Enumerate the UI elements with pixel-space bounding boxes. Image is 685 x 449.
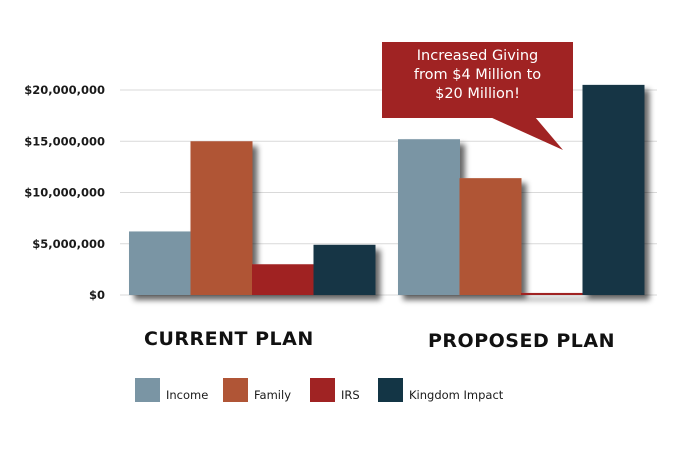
y-axis-ticks: $0 $5,000,000 $10,000,000 $15,000,000 $20,00… <box>24 83 105 302</box>
category-label-proposed: PROPOSED PLAN <box>428 330 615 352</box>
legend-label: Family <box>254 388 292 402</box>
bar-irs <box>252 264 314 295</box>
legend-swatch <box>135 378 160 402</box>
bar-family <box>459 178 522 295</box>
legend-label: Kingdom Impact <box>409 388 504 402</box>
bar-group <box>398 84 645 295</box>
bar-irs <box>521 292 583 295</box>
bar-income <box>129 231 191 295</box>
bar-family <box>190 141 253 295</box>
annotation-line: from $4 Million to <box>413 67 542 83</box>
legend-swatch <box>310 378 335 402</box>
bar-kingdom-impact <box>313 244 376 295</box>
y-tick-label: $0 <box>89 288 105 302</box>
legend-swatch <box>378 378 403 402</box>
legend-label: IRS <box>341 388 360 402</box>
bar-income <box>398 139 460 295</box>
y-tick-label: $10,000,000 <box>24 186 105 200</box>
y-tick-label: $5,000,000 <box>32 237 105 251</box>
legend-label: Income <box>166 388 209 402</box>
annotation-line: Increased Giving <box>416 48 539 64</box>
bar-group <box>129 141 376 295</box>
bars <box>129 84 645 295</box>
legend-swatch <box>223 378 248 402</box>
bar-kingdom-impact <box>582 84 645 295</box>
callout-tail <box>490 117 563 150</box>
y-tick-label: $15,000,000 <box>24 134 105 148</box>
annotation-line: $20 Million! <box>435 86 520 102</box>
y-tick-label: $20,000,000 <box>24 83 105 97</box>
annotation-callout: Increased Giving from $4 Million to $20 … <box>382 42 573 118</box>
category-label-current: CURRENT PLAN <box>144 328 314 350</box>
